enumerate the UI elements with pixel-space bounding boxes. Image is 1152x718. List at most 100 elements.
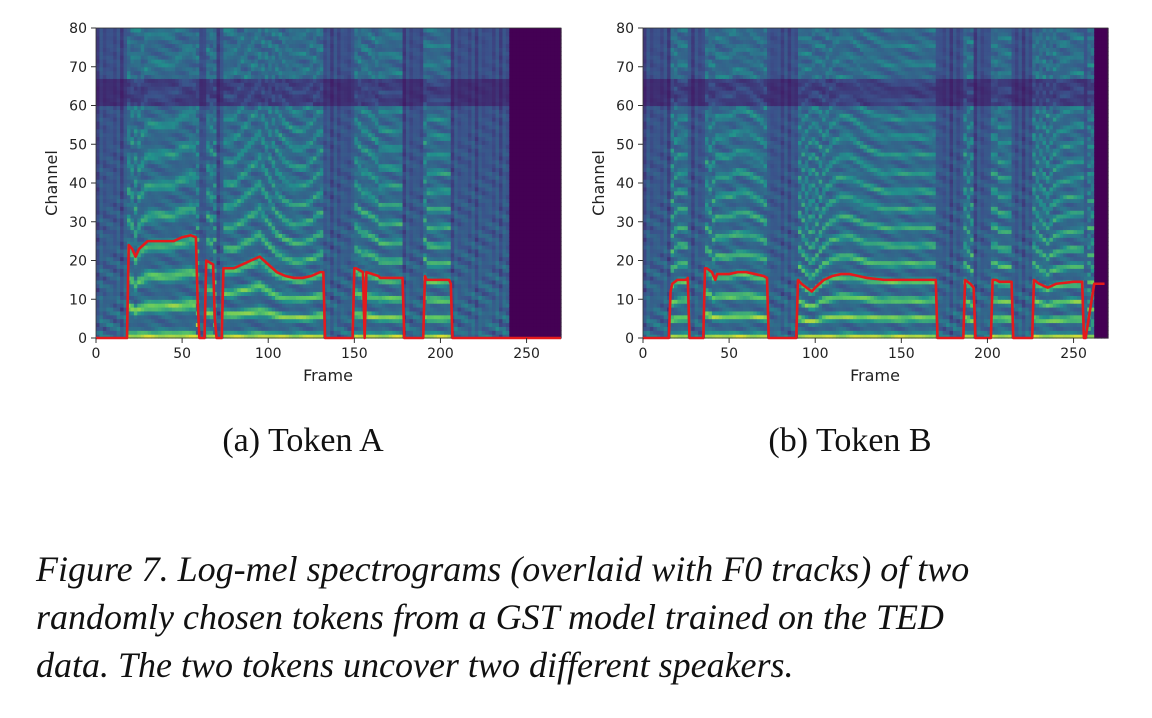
spectrogram-cell — [302, 179, 307, 184]
panel-token-a: Frame Channel (a) Token A 0 50 100 150 200 25… — [42, 21, 562, 459]
spectrogram-cell — [106, 128, 111, 134]
spectrogram-cell — [213, 140, 218, 145]
spectrogram-cell — [278, 93, 283, 99]
spectrogram-cell — [120, 186, 125, 192]
spectrogram-cell — [306, 334, 311, 339]
spectrogram-cell — [168, 97, 173, 103]
spectrogram-cell — [130, 35, 135, 41]
spectrogram-cell — [302, 186, 307, 192]
spectrogram-cell — [178, 97, 183, 103]
spectrogram-cell — [185, 152, 190, 157]
spectrogram-cell — [189, 260, 194, 265]
spectrogram-cell — [171, 221, 176, 227]
spectrogram-cell — [168, 163, 173, 169]
spectrogram-cell — [282, 31, 287, 37]
spectrogram-cell — [285, 248, 290, 254]
spectrogram-cell — [230, 252, 235, 258]
spectrogram-cell — [123, 144, 128, 149]
spectrogram-cell — [257, 144, 262, 149]
spectrogram-cell — [264, 175, 269, 180]
spectrogram-cell — [257, 74, 262, 79]
spectrogram-cell — [275, 237, 280, 242]
spectrogram-cell — [295, 202, 300, 207]
spectrogram-cell — [264, 318, 269, 324]
spectrogram-cell — [123, 140, 128, 145]
spectrogram-cell — [161, 128, 166, 134]
spectrogram-cell — [99, 291, 104, 296]
spectrogram-cell — [127, 74, 132, 79]
spectrogram-cell — [113, 144, 118, 149]
spectrogram-cell — [168, 132, 173, 138]
spectrogram-cell — [199, 322, 204, 327]
spectrogram-cell — [268, 78, 273, 83]
spectrogram-cell — [133, 159, 138, 165]
spectrogram-cell — [220, 152, 225, 157]
spectrogram-cell — [295, 229, 300, 234]
spectrogram-cell — [185, 28, 190, 33]
spectrogram-cell — [306, 171, 311, 176]
spectrogram-cell — [164, 291, 169, 296]
spectrogram-cell — [113, 183, 118, 188]
spectrogram-cell — [182, 66, 187, 72]
spectrogram-cell — [285, 206, 290, 211]
spectrogram-cell — [195, 121, 200, 126]
spectrogram-cell — [116, 248, 121, 254]
spectrogram-cell — [171, 101, 176, 107]
spectrogram-cell — [216, 299, 221, 304]
spectrogram-cell — [240, 295, 245, 300]
spectrogram-cell — [299, 252, 304, 258]
spectrogram-cell — [285, 233, 290, 238]
spectrogram-cell — [209, 117, 214, 122]
spectrogram-cell — [261, 31, 266, 37]
spectrogram-cell — [123, 39, 128, 45]
spectrogram-cell — [140, 86, 145, 91]
spectrogram-cell — [199, 318, 204, 324]
spectrogram-cell — [147, 198, 152, 203]
spectrogram-cell — [202, 109, 207, 114]
spectrogram-cell — [302, 171, 307, 176]
spectrogram-cell — [185, 70, 190, 76]
spectrogram-cell — [302, 217, 307, 223]
spectrogram-cell — [302, 330, 307, 335]
spectrogram-cell — [96, 124, 101, 130]
spectrogram-cell — [127, 318, 132, 324]
spectrogram-cell — [158, 295, 163, 300]
spectrogram-cell — [133, 268, 138, 273]
spectrogram-cell — [278, 287, 283, 293]
spectrogram-cell — [182, 175, 187, 180]
spectrogram-cell — [254, 283, 259, 289]
spectrogram-cell — [251, 117, 256, 122]
spectrogram-cell — [213, 252, 218, 258]
spectrogram-cell — [123, 225, 128, 231]
spectrogram-cell — [268, 241, 273, 246]
spectrogram-cell — [109, 268, 114, 273]
spectrogram-cell — [220, 179, 225, 184]
spectrogram-cell — [106, 86, 111, 91]
spectrogram-cell — [306, 186, 311, 192]
spectrogram-cell — [309, 264, 314, 269]
spectrogram-cell — [206, 198, 211, 203]
spectrogram-cell — [106, 136, 111, 141]
spectrogram-cell — [282, 97, 287, 103]
spectrogram-cell — [154, 221, 159, 227]
spectrogram-cell — [216, 229, 221, 234]
spectrogram-cell — [233, 47, 238, 52]
spectrogram-cell — [292, 31, 297, 37]
spectrogram-cell — [102, 310, 107, 316]
spectrogram-cell — [257, 248, 262, 254]
spectrogram-cell — [144, 70, 149, 76]
spectrogram-cell — [123, 310, 128, 316]
spectrogram-cell — [254, 86, 259, 91]
spectrogram-cell — [237, 86, 242, 91]
spectrogram-cell — [247, 330, 252, 335]
spectrogram-cell — [251, 225, 256, 231]
spectrogram-cell — [244, 70, 249, 76]
spectrogram-cell — [264, 167, 269, 172]
spectrogram-cell — [257, 206, 262, 211]
spectrogram-cell — [192, 322, 197, 327]
spectrogram-cell — [278, 307, 283, 312]
spectrogram-cell — [192, 109, 197, 114]
spectrogram-cell — [237, 299, 242, 304]
spectrogram-cell — [144, 28, 149, 33]
spectrogram-cell — [185, 105, 190, 110]
